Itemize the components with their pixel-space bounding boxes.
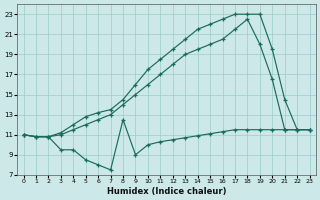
- X-axis label: Humidex (Indice chaleur): Humidex (Indice chaleur): [107, 187, 226, 196]
